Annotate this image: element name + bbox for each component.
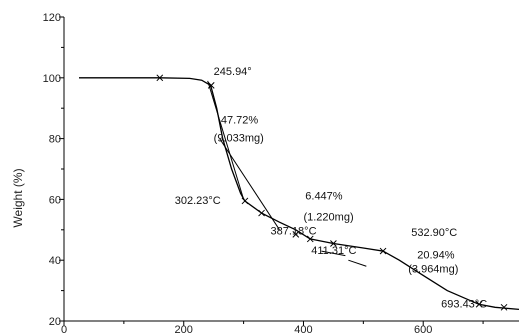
tangent-line: [348, 259, 367, 267]
y-tick-label: 60: [49, 194, 61, 206]
x-tick-label: 400: [294, 324, 312, 333]
weight-curve: [79, 77, 519, 311]
y-tick-label: 100: [43, 73, 61, 85]
y-tick-label: 20: [49, 316, 61, 328]
annotation-label: 411.31°C: [311, 245, 356, 257]
tangent-line: [321, 250, 346, 257]
annotation-label: 20.94%: [417, 250, 455, 262]
data-marker: [241, 197, 249, 205]
y-tick-label: 80: [49, 134, 61, 146]
annotation-label: (9.033mg): [214, 133, 264, 145]
annotation-label: (3.964mg): [408, 263, 458, 275]
x-tick-label: 200: [175, 324, 193, 333]
data-marker: [306, 235, 314, 243]
data-marker: [330, 240, 337, 247]
annotation-label: 47.72%: [221, 114, 259, 126]
annotation-label: (1.220mg): [303, 212, 353, 224]
annotation-label: 532.90°C: [411, 227, 457, 239]
data-marker: [475, 300, 483, 308]
data-marker: [500, 303, 508, 311]
data-marker: [379, 247, 387, 255]
data-marker: [292, 231, 300, 238]
tangent-line: [207, 80, 245, 200]
tangent-line: [219, 138, 280, 231]
annotation-label: 245.94°: [214, 66, 252, 78]
y-tick-label: 120: [43, 12, 61, 24]
y-tick-label: 40: [49, 255, 61, 267]
x-tick-label: 600: [414, 324, 432, 333]
data-marker: [258, 209, 265, 217]
annotation-label: 302.23°C: [175, 195, 221, 207]
plot-area: 20 40 60 80 100 120 0 200 400 600 245.94° 47.72% (9.…: [43, 12, 519, 333]
x-tick-label: 0: [61, 324, 67, 333]
data-marker: [207, 82, 215, 89]
data-marker: [156, 74, 164, 82]
y-axis-title: Weight (%): [11, 168, 25, 227]
annotation-label: 6.447%: [305, 190, 343, 202]
annotation-label: 693.43°C: [441, 298, 487, 310]
annotation-label: 387.18°C: [271, 225, 317, 237]
